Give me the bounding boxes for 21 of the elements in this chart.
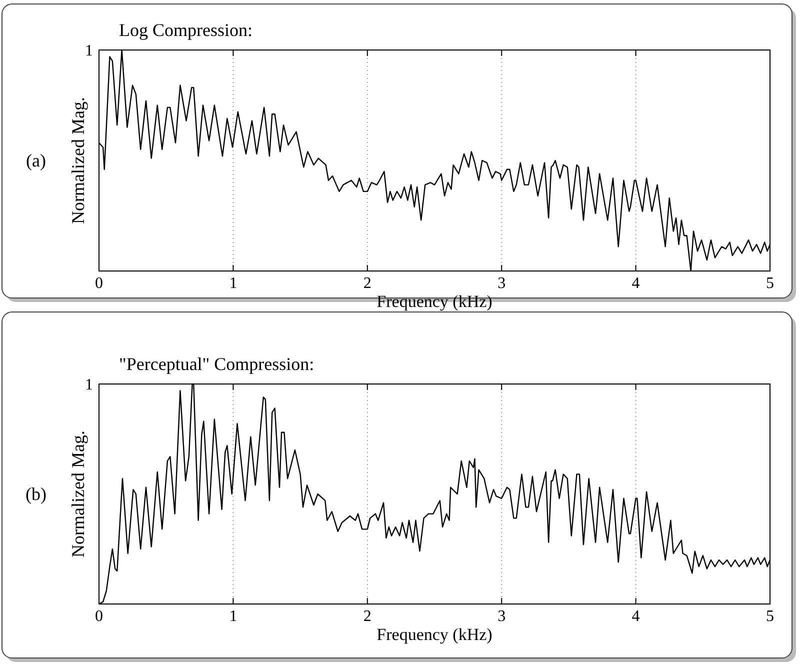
text: 1 — [85, 376, 93, 394]
chart-title: "Perceptual" Compression: — [119, 354, 314, 374]
x-tick-label: 1 — [229, 608, 238, 625]
chart-title: Log Compression: — [119, 20, 252, 40]
x-tick-label: 0 — [95, 275, 103, 292]
x-tick-label: 1 — [229, 275, 238, 292]
x-tick-label: 2 — [363, 275, 372, 292]
x-tick-label: 3 — [498, 275, 506, 292]
x-tick-label: 0 — [95, 608, 103, 625]
y-axis-title: Normalized Mag. — [68, 430, 88, 558]
text: (a) — [26, 150, 46, 170]
text: 1 — [85, 42, 93, 60]
x-tick-label: 2 — [363, 608, 372, 625]
x-tick-label: 5 — [766, 608, 774, 625]
x-tick-label: 4 — [632, 608, 640, 625]
x-tick-label: 5 — [766, 275, 774, 292]
y-axis-title: Normalized Mag. — [68, 97, 88, 224]
text: (b) — [26, 484, 46, 504]
x-tick-label: 3 — [498, 608, 506, 625]
x-tick-label: 4 — [632, 275, 640, 292]
x-axis-title: Frequency (kHz) — [376, 625, 492, 644]
